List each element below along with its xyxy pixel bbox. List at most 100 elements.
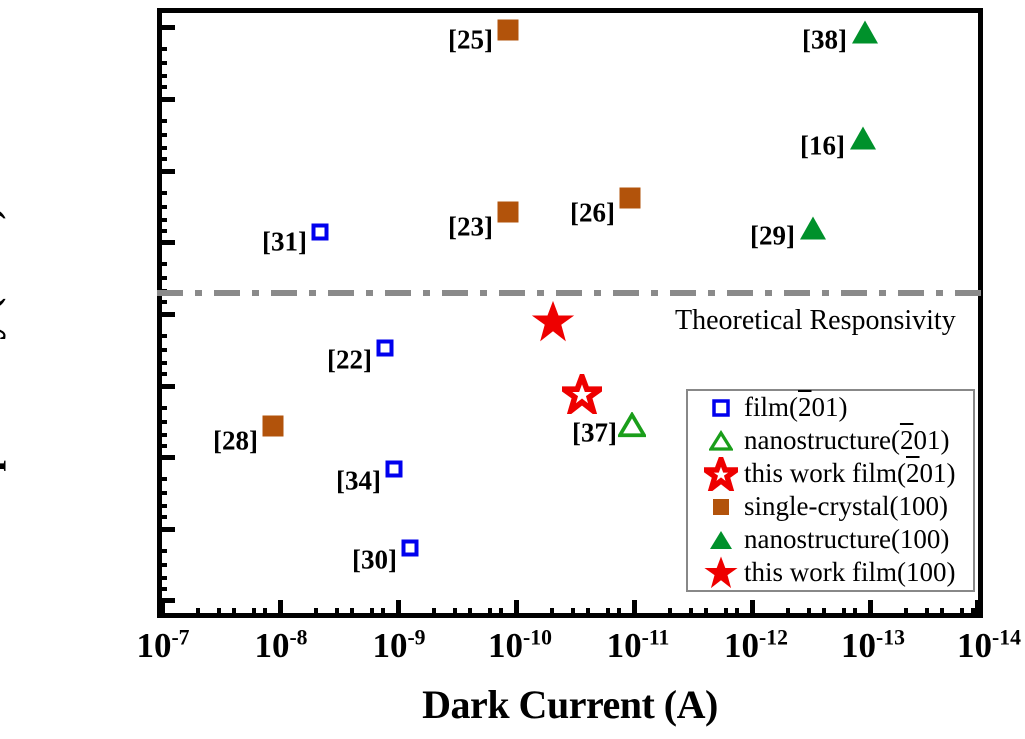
data-point-label-34: [34]	[336, 465, 381, 496]
y-tick-minor	[157, 549, 167, 553]
data-point-38[interactable]	[852, 20, 878, 44]
x-tick-label-1em14: 10-14	[957, 625, 1021, 665]
y-tick-major	[157, 169, 175, 174]
x-tick-minor	[217, 608, 221, 618]
x-axis-title: Dark Current (A)	[422, 682, 718, 727]
x-tick-minor	[668, 608, 672, 618]
y-tick-minor	[157, 372, 167, 376]
y-tick-minor	[157, 85, 167, 89]
y-tick-minor	[157, 334, 167, 338]
x-tick-label-1em7: 10-7	[136, 625, 190, 665]
x-tick-minor	[350, 608, 354, 618]
y-tick-major	[157, 240, 175, 245]
theoretical-responsivity-label: Theoretical Responsivity	[675, 305, 956, 336]
y-tick-major	[157, 25, 175, 30]
legend-item-single-crystal-100[interactable]: single-crystal(100)	[688, 490, 973, 523]
y-axis-title: Responsivity (A/W)	[0, 0, 62, 739]
legend-item-nanostructure-201[interactable]: nanostructure(201)	[688, 424, 973, 457]
data-point-label-16: [16]	[800, 130, 845, 161]
data-point-this-work-film-100[interactable]	[530, 299, 576, 345]
x-tick-minor	[381, 608, 385, 618]
data-point-26[interactable]	[619, 187, 641, 209]
legend-label-this-work-film-201: this work film(201)	[744, 458, 956, 488]
legend-label-this-work-film-100: this work film(100)	[744, 557, 956, 587]
x-tick-major	[396, 600, 401, 618]
x-tick-minor	[314, 608, 318, 618]
x-tick-minor	[704, 608, 708, 618]
y-tick-minor	[157, 218, 167, 222]
x-tick-major	[868, 600, 873, 618]
x-tick-minor	[335, 608, 339, 618]
data-point-34[interactable]	[385, 460, 403, 478]
x-tick-minor	[822, 608, 826, 618]
x-tick-minor	[925, 608, 929, 618]
y-tick-minor	[157, 229, 167, 233]
y-tick-minor	[157, 491, 167, 495]
triangle-open-icon	[698, 429, 744, 452]
x-tick-minor	[550, 608, 554, 618]
x-tick-minor	[724, 608, 728, 618]
data-point-label-31: [31]	[262, 226, 307, 257]
y-tick-major	[157, 527, 175, 532]
data-point-22[interactable]	[376, 339, 394, 357]
y-tick-minor	[157, 300, 167, 304]
data-point-label-28: [28]	[213, 425, 258, 456]
data-point-this-work-film-201[interactable]	[554, 368, 610, 419]
x-tick-minor	[263, 608, 267, 618]
x-tick-major	[632, 600, 637, 618]
x-tick-label-1em13: 10-13	[841, 625, 905, 665]
x-tick-minor	[232, 608, 236, 618]
data-point-29[interactable]	[800, 216, 826, 240]
x-tick-minor	[499, 608, 503, 618]
data-point-label-38: [38]	[802, 24, 847, 55]
x-tick-minor	[971, 608, 975, 618]
x-tick-minor	[853, 608, 857, 618]
legend-label-single-crystal-100: single-crystal(100)	[744, 491, 948, 521]
y-tick-minor	[157, 587, 167, 591]
triangle-filled-icon	[698, 529, 744, 551]
y-tick-minor	[157, 191, 167, 195]
legend: film(201) nanostructure(201) this work f…	[686, 389, 975, 592]
y-tick-minor	[157, 444, 167, 448]
x-tick-minor	[940, 608, 944, 618]
data-point-37[interactable]	[616, 411, 648, 438]
y-tick-major	[157, 97, 175, 102]
data-point-25[interactable]	[497, 19, 519, 41]
x-tick-minor	[904, 608, 908, 618]
data-point-16[interactable]	[850, 126, 876, 150]
data-point-label-37: [37]	[572, 417, 617, 448]
data-point-label-30: [30]	[352, 544, 397, 575]
star-open-icon	[554, 368, 610, 419]
y-tick-minor	[157, 74, 167, 78]
star-filled-icon	[698, 555, 744, 591]
x-tick-minor	[842, 608, 846, 618]
legend-item-this-work-film-201[interactable]: this work film(201)	[688, 456, 973, 491]
data-point-23[interactable]	[497, 201, 519, 223]
x-tick-minor	[468, 608, 472, 618]
x-tick-label-1em11: 10-11	[606, 625, 670, 665]
y-tick-major	[157, 312, 175, 317]
legend-item-nanostructure-100[interactable]: nanostructure(100)	[688, 523, 973, 556]
x-tick-minor	[617, 608, 621, 618]
y-tick-minor	[157, 276, 167, 280]
y-tick-minor	[157, 563, 167, 567]
y-tick-minor	[157, 348, 167, 352]
data-point-label-23: [23]	[448, 211, 493, 242]
legend-item-film-201[interactable]: film(201)	[688, 391, 973, 424]
legend-item-this-work-film-100[interactable]: this work film(100)	[688, 555, 973, 591]
plot-area: Theoretical Responsivity [25] [38] [16] …	[157, 8, 983, 618]
data-point-label-29: [29]	[750, 220, 795, 251]
data-point-label-25: [25]	[448, 24, 493, 55]
x-tick-minor	[370, 608, 374, 618]
y-tick-minor	[157, 262, 167, 266]
square-open-icon	[698, 398, 744, 418]
data-point-30[interactable]	[401, 539, 419, 557]
y-tick-minor	[157, 157, 167, 161]
data-point-28[interactable]	[262, 415, 284, 437]
x-tick-label-1em9: 10-9	[372, 625, 426, 665]
data-point-31[interactable]	[311, 223, 329, 241]
x-tick-minor	[196, 608, 200, 618]
data-point-label-26: [26]	[570, 197, 615, 228]
y-tick-minor	[157, 119, 167, 123]
